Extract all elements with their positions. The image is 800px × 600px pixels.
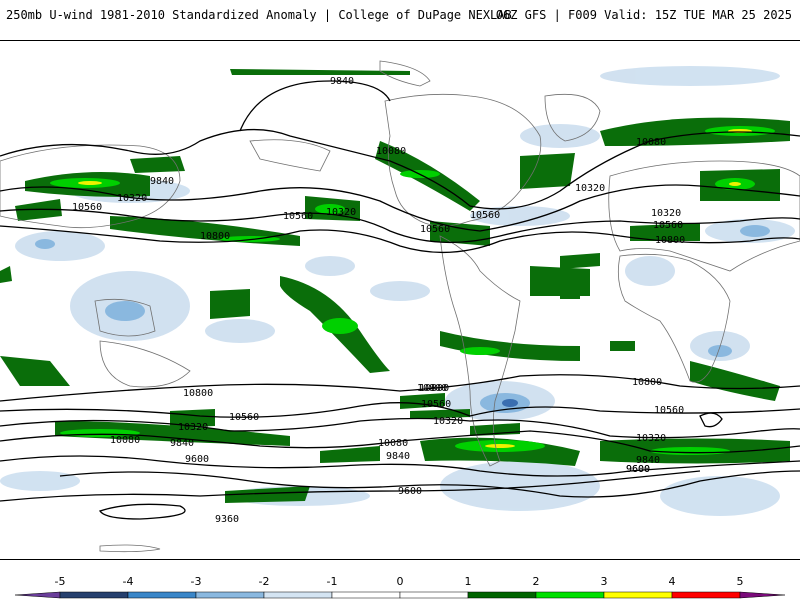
contour-label: 10320 (326, 207, 356, 218)
colorbar-segment (467, 591, 537, 599)
contour-label: 10080 (376, 146, 406, 157)
colorbar-tick-label: -5 (55, 575, 66, 588)
contour-label: 10560 (470, 210, 500, 221)
colorbar-left-cap (14, 591, 61, 599)
colorbar-segment (671, 591, 741, 599)
contour-label: 10560 (421, 399, 451, 410)
colorbar-tick-label: 4 (669, 575, 676, 588)
colorbar-segment (195, 591, 265, 599)
contour-labels: 9840 10080 9840 10320 10560 10560 10320 … (72, 76, 685, 525)
colorbar-tick-label: 5 (737, 575, 744, 588)
colorbar-segment (399, 591, 469, 599)
height-contours (0, 80, 800, 520)
colorbar-segment (263, 591, 333, 599)
map-panel: 9840 10080 9840 10320 10560 10560 10320 … (0, 40, 800, 560)
contour-label: 10560 (72, 202, 102, 213)
contour-label: 10800 (655, 235, 685, 246)
contour-label: 10800 (200, 231, 230, 242)
contour-label: 10320 (636, 433, 666, 444)
colorbar-tick-label: -4 (123, 575, 134, 588)
contour-label: 9600 (185, 454, 209, 465)
contour-label: 9840 (386, 451, 410, 462)
contour-label: 9840 (636, 455, 660, 466)
contour-label: 10560 (229, 412, 259, 423)
contour-label: 10080 (378, 438, 408, 449)
contour-label: 10560 (420, 224, 450, 235)
contour-label: 10560 (654, 405, 684, 416)
contour-label: 10800 (419, 383, 449, 394)
contour-label: 10320 (651, 208, 681, 219)
contour-label: 10080 (636, 137, 666, 148)
high-positive-anomaly-shading (78, 129, 752, 448)
contour-label: 9600 (626, 464, 650, 475)
colorbar-tick-label: 2 (533, 575, 540, 588)
deep-negative-anomaly-shading (502, 399, 518, 407)
colorbar-tick-label: 1 (465, 575, 472, 588)
colorbar-segment (127, 591, 197, 599)
contour-label: 10800 (632, 377, 662, 388)
contour-label: 10320 (575, 183, 605, 194)
contour-label: 9600 (398, 486, 422, 497)
colorbar-right-cap (739, 591, 786, 599)
colorbar-tick-label: 3 (601, 575, 608, 588)
contour-label: 10320 (117, 193, 147, 204)
run-valid-time: 06Z GFS | F009 Valid: 15Z TUE MAR 25 202… (495, 8, 792, 22)
colorbar-ticks: -5 -4 -3 -2 -1 0 1 2 3 4 5 (55, 575, 744, 588)
contour-label: 9360 (215, 514, 239, 525)
colorbar-segment (535, 591, 605, 599)
contour-label: 10320 (178, 422, 208, 433)
colorbar-segments (14, 591, 786, 599)
contour-label: 10560 (653, 220, 683, 231)
colorbar-tick-label: -1 (327, 575, 338, 588)
contour-label: 10080 (110, 435, 140, 446)
contour-label: 9840 (170, 438, 194, 449)
colorbar-tick-label: -3 (191, 575, 202, 588)
contour-label: 9600 (626, 464, 650, 475)
colorbar-segment (603, 591, 673, 599)
colorbar: -5 -4 -3 -2 -1 0 1 2 3 4 5 (14, 575, 786, 599)
colorbar-tick-label: 0 (397, 575, 404, 588)
contour-label: 10320 (433, 416, 463, 427)
contour-label: 9840 (150, 176, 174, 187)
colorbar-tick-label: -2 (259, 575, 270, 588)
contour-label: 10800 (417, 383, 447, 394)
contour-label: 10800 (183, 388, 213, 399)
map-title: 250mb U-wind 1981-2010 Standardized Anom… (6, 8, 512, 22)
colorbar-segment (59, 591, 129, 599)
coastlines (0, 60, 800, 553)
colorbar-segment (331, 591, 401, 599)
contour-label: 10560 (283, 211, 313, 222)
contour-label: 9840 (330, 76, 354, 87)
